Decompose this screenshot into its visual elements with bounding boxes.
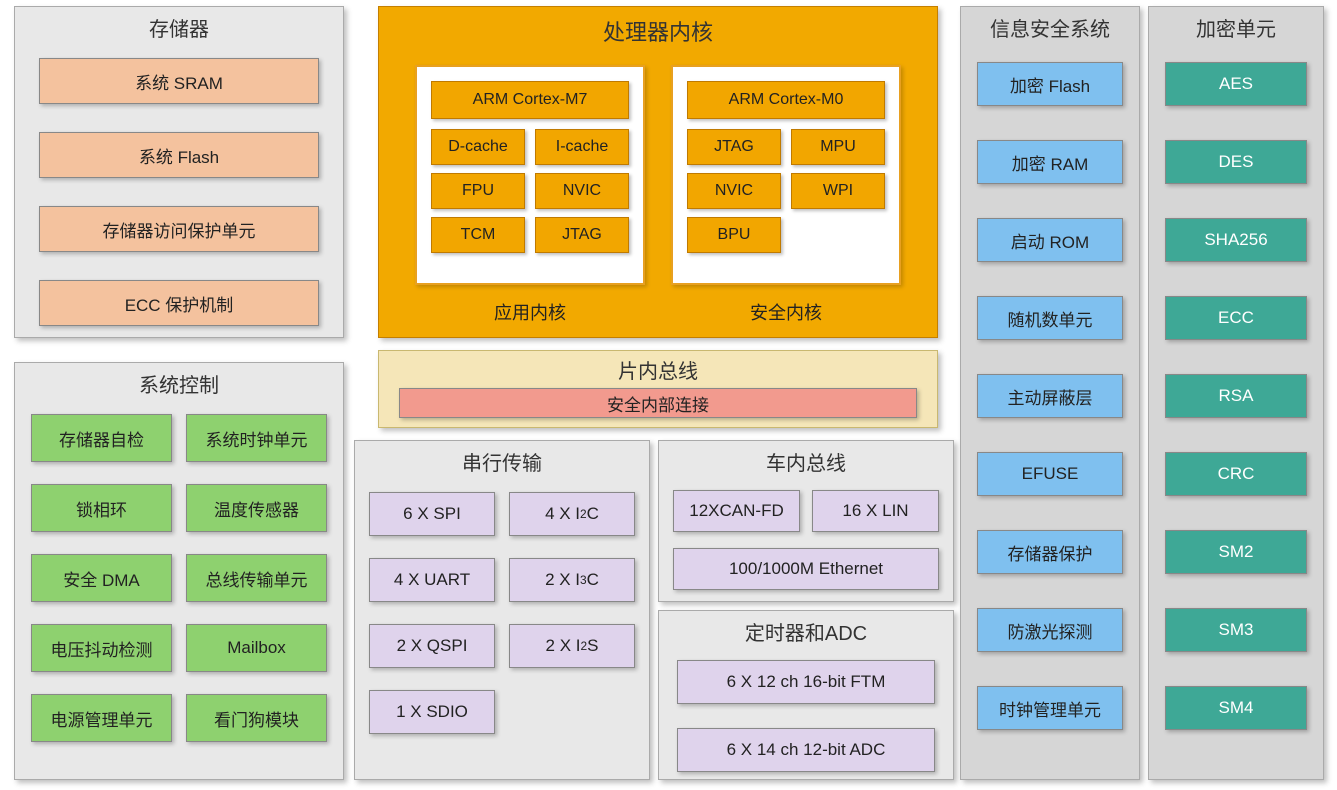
core-right-item-2: NVIC bbox=[687, 173, 781, 209]
crypto-item-3: ECC bbox=[1165, 296, 1307, 340]
core-right-item-1: MPU bbox=[791, 129, 885, 165]
crypto-item-0: AES bbox=[1165, 62, 1307, 106]
timer-panel: 定时器和ADC 6 X 12 ch 16-bit FTM 6 X 14 ch 1… bbox=[658, 610, 954, 780]
canbus-item-1: 16 X LIN bbox=[812, 490, 939, 532]
memory-item-2: 存储器访问保护单元 bbox=[39, 206, 319, 252]
core-left-subtitle: 应用内核 bbox=[415, 299, 645, 325]
core-right-item-0: JTAG bbox=[687, 129, 781, 165]
core-left-item-4: TCM bbox=[431, 217, 525, 253]
crypto-panel: 加密单元 AES DES SHA256 ECC RSA CRC SM2 SM3 … bbox=[1148, 6, 1324, 780]
memory-item-0: 系统 SRAM bbox=[39, 58, 319, 104]
sysctrl-item-7: Mailbox bbox=[186, 624, 327, 672]
sysctrl-item-2: 锁相环 bbox=[31, 484, 172, 532]
core-left: ARM Cortex-M7 D-cache I-cache FPU NVIC T… bbox=[415, 65, 645, 285]
cores-panel: 处理器内核 ARM Cortex-M7 D-cache I-cache FPU … bbox=[378, 6, 938, 338]
bus-panel: 片内总线 安全内部连接 bbox=[378, 350, 938, 428]
core-left-item-1: I-cache bbox=[535, 129, 629, 165]
serial-item-3: 2 X I3C bbox=[509, 558, 635, 602]
security-panel: 信息安全系统 加密 Flash 加密 RAM 启动 ROM 随机数单元 主动屏蔽… bbox=[960, 6, 1140, 780]
timer-item-0: 6 X 12 ch 16-bit FTM bbox=[677, 660, 935, 704]
security-item-0: 加密 Flash bbox=[977, 62, 1123, 106]
core-left-item-0: D-cache bbox=[431, 129, 525, 165]
timer-item-1: 6 X 14 ch 12-bit ADC bbox=[677, 728, 935, 772]
sysctrl-item-0: 存储器自检 bbox=[31, 414, 172, 462]
security-item-4: 主动屏蔽层 bbox=[977, 374, 1123, 418]
canbus-title: 车内总线 bbox=[659, 441, 953, 484]
serial-item-0: 6 X SPI bbox=[369, 492, 495, 536]
crypto-item-6: SM2 bbox=[1165, 530, 1307, 574]
memory-item-1: 系统 Flash bbox=[39, 132, 319, 178]
memory-panel: 存储器 系统 SRAM 系统 Flash 存储器访问保护单元 ECC 保护机制 bbox=[14, 6, 344, 338]
crypto-item-5: CRC bbox=[1165, 452, 1307, 496]
timer-title: 定时器和ADC bbox=[659, 611, 953, 654]
core-left-item-2: FPU bbox=[431, 173, 525, 209]
core-right: ARM Cortex-M0 JTAG MPU NVIC WPI BPU bbox=[671, 65, 901, 285]
serial-item-5: 2 X I2S bbox=[509, 624, 635, 668]
crypto-item-4: RSA bbox=[1165, 374, 1307, 418]
serial-item-1: 4 X I2C bbox=[509, 492, 635, 536]
sysctrl-item-5: 总线传输单元 bbox=[186, 554, 327, 602]
sysctrl-item-1: 系统时钟单元 bbox=[186, 414, 327, 462]
canbus-item-2: 100/1000M Ethernet bbox=[673, 548, 939, 590]
serial-item-4: 2 X QSPI bbox=[369, 624, 495, 668]
serial-panel: 串行传输 6 X SPI 4 X I2C 4 X UART 2 X I3C 2 … bbox=[354, 440, 650, 780]
sysctrl-item-9: 看门狗模块 bbox=[186, 694, 327, 742]
sysctrl-title: 系统控制 bbox=[15, 363, 343, 406]
cores-title: 处理器内核 bbox=[379, 7, 937, 55]
security-item-6: 存储器保护 bbox=[977, 530, 1123, 574]
core-left-item-5: JTAG bbox=[535, 217, 629, 253]
crypto-title: 加密单元 bbox=[1149, 7, 1323, 50]
core-right-item-3: WPI bbox=[791, 173, 885, 209]
crypto-item-1: DES bbox=[1165, 140, 1307, 184]
security-item-1: 加密 RAM bbox=[977, 140, 1123, 184]
crypto-item-2: SHA256 bbox=[1165, 218, 1307, 262]
core-right-top: ARM Cortex-M0 bbox=[687, 81, 885, 119]
serial-title: 串行传输 bbox=[355, 441, 649, 484]
memory-title: 存储器 bbox=[15, 7, 343, 50]
core-right-item-4: BPU bbox=[687, 217, 781, 253]
crypto-item-8: SM4 bbox=[1165, 686, 1307, 730]
security-item-5: EFUSE bbox=[977, 452, 1123, 496]
serial-item-2: 4 X UART bbox=[369, 558, 495, 602]
security-item-2: 启动 ROM bbox=[977, 218, 1123, 262]
bus-title: 片内总线 bbox=[379, 351, 937, 388]
sysctrl-item-8: 电源管理单元 bbox=[31, 694, 172, 742]
core-left-top: ARM Cortex-M7 bbox=[431, 81, 629, 119]
core-left-item-3: NVIC bbox=[535, 173, 629, 209]
sysctrl-item-6: 电压抖动检测 bbox=[31, 624, 172, 672]
security-item-8: 时钟管理单元 bbox=[977, 686, 1123, 730]
security-item-7: 防激光探测 bbox=[977, 608, 1123, 652]
serial-item-6: 1 X SDIO bbox=[369, 690, 495, 734]
canbus-item-0: 12XCAN-FD bbox=[673, 490, 800, 532]
bus-inner: 安全内部连接 bbox=[399, 388, 917, 418]
memory-item-3: ECC 保护机制 bbox=[39, 280, 319, 326]
core-right-subtitle: 安全内核 bbox=[671, 299, 901, 325]
sysctrl-item-4: 安全 DMA bbox=[31, 554, 172, 602]
sysctrl-panel: 系统控制 存储器自检 系统时钟单元 锁相环 温度传感器 安全 DMA 总线传输单… bbox=[14, 362, 344, 780]
security-title: 信息安全系统 bbox=[961, 7, 1139, 50]
canbus-panel: 车内总线 12XCAN-FD 16 X LIN 100/1000M Ethern… bbox=[658, 440, 954, 602]
crypto-item-7: SM3 bbox=[1165, 608, 1307, 652]
sysctrl-item-3: 温度传感器 bbox=[186, 484, 327, 532]
security-item-3: 随机数单元 bbox=[977, 296, 1123, 340]
